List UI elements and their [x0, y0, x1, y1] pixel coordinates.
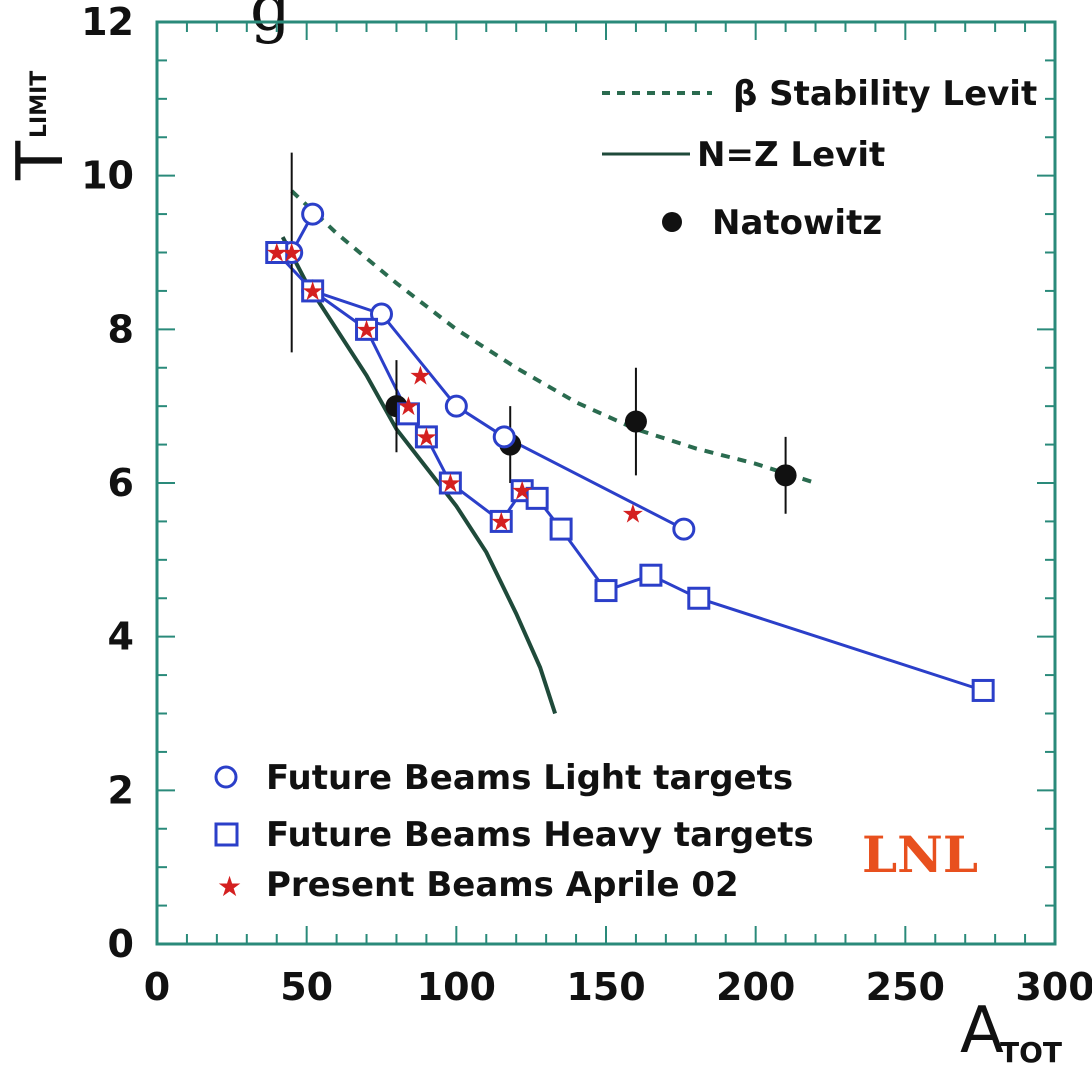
marker-filled-circle [624, 410, 647, 433]
series-lines [275, 189, 984, 715]
marker-star: ★ [265, 239, 288, 269]
y-tick-label: 10 [81, 154, 134, 198]
marker-open-square [355, 317, 379, 341]
x-axis-title-sub: TOT [1000, 1036, 1062, 1066]
x-tick-label: 100 [417, 965, 496, 1009]
tick-labels: 0 50 100 150 200 250 300 0 2 4 6 8 10 12 [81, 0, 1092, 1009]
marker-star: ★ [397, 392, 420, 422]
x-tick-label: 150 [566, 965, 645, 1009]
marker-open-circle [301, 202, 325, 226]
x-tick-label: 200 [716, 965, 795, 1009]
legend-star-icon: ★ [217, 870, 242, 903]
marker-open-circle [444, 394, 468, 418]
marker-open-circle [672, 517, 696, 541]
series-line-n-z-levit [280, 236, 558, 715]
marker-open-square [594, 579, 618, 603]
x-tick-label: 0 [144, 965, 170, 1009]
legend-text-nz-levit: N=Z Levit [697, 135, 885, 175]
legend-filled-circle-icon [662, 212, 682, 232]
marker-open-square [265, 241, 289, 264]
legend-bottom-left: Future Beams Light targets Future Beams … [214, 758, 814, 905]
y-axis-title: T LIMIT [4, 71, 78, 181]
marker-open-square [971, 678, 995, 702]
marker-star: ★ [621, 500, 644, 530]
marker-star: ★ [355, 315, 378, 345]
marker-open-square [489, 509, 513, 533]
x-tick-label: 300 [1015, 965, 1092, 1009]
marker-star: ★ [439, 469, 462, 499]
y-tick-label: 4 [108, 615, 134, 659]
x-tick-label: 50 [280, 965, 333, 1009]
x-tick-label: 250 [866, 965, 945, 1009]
marker-open-square [396, 402, 420, 426]
marker-open-square [549, 517, 573, 541]
legend-text-light-targets: Future Beams Light targets [266, 758, 793, 798]
legend-top-right: β Stability Levit N=Z Levit Natowitz [602, 74, 1037, 243]
marker-open-square [438, 471, 462, 495]
axis-ticks [156, 21, 1056, 945]
x-axis-title: A TOT [960, 994, 1062, 1066]
legend-open-circle-icon [214, 765, 238, 789]
marker-star: ★ [511, 477, 534, 507]
marker-open-square [639, 563, 663, 587]
y-tick-label: 12 [81, 0, 134, 44]
y-tick-label: 0 [108, 922, 134, 966]
marker-star: ★ [280, 239, 303, 269]
y-axis-title-main: T [4, 140, 78, 181]
legend-text-present-beams: Present Beams Aprile 02 [266, 865, 739, 905]
marker-star: ★ [301, 277, 324, 307]
marker-open-square [687, 586, 711, 610]
marker-star: ★ [415, 423, 438, 453]
marker-open-square [525, 486, 549, 510]
marker-open-square [301, 279, 325, 303]
y-tick-label: 2 [108, 768, 134, 812]
marker-open-circle [492, 425, 516, 449]
y-tick-label: 8 [108, 307, 134, 351]
y-tick-label: 6 [108, 461, 134, 505]
legend-open-square-icon [214, 822, 239, 847]
legend-text-heavy-targets: Future Beams Heavy targets [266, 815, 814, 855]
x-axis-title-main: A [960, 994, 1004, 1066]
y-axis-title-sub: LIMIT [27, 71, 52, 138]
series-line-stability-levit [290, 189, 817, 485]
lnl-label: LNL [862, 825, 978, 884]
marker-star: ★ [409, 361, 432, 391]
legend-text-beta-stability: β Stability Levit [733, 74, 1037, 114]
marker-open-square [414, 425, 438, 449]
marker-star: ★ [490, 507, 513, 537]
marker-filled-circle [774, 464, 797, 487]
series-markers: ★★★★★★★★★★★ [265, 202, 995, 702]
legend-text-natowitz: Natowitz [712, 203, 882, 243]
